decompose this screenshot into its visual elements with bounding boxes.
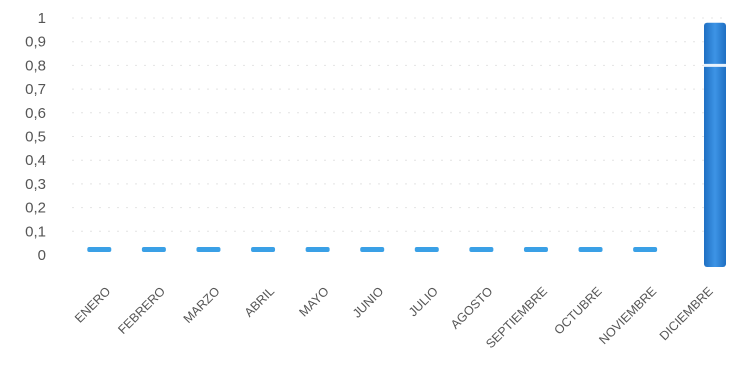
x-category-label: ENERO (72, 284, 114, 326)
x-category-label: MAYO (296, 284, 331, 319)
y-tick-label: 0,6 (25, 105, 46, 122)
bar (523, 247, 548, 252)
bar (633, 247, 658, 252)
bar (87, 247, 112, 252)
y-tick-label: 0,3 (25, 176, 46, 193)
bar (141, 247, 166, 252)
bar (469, 247, 494, 252)
bar (251, 247, 276, 252)
x-category-label: MARZO (181, 284, 223, 326)
y-tick-label: 0,9 (25, 34, 46, 51)
y-tick-label: 0,2 (25, 200, 46, 217)
y-tick-label: 0,5 (25, 129, 46, 146)
x-category-label: DICIEMBRE (657, 284, 716, 343)
x-category-label: ABRIL (242, 284, 277, 319)
bars (87, 22, 726, 267)
y-tick-label: 0,7 (25, 81, 46, 98)
x-axis-labels: ENERO FEBRERO MARZO ABRIL MAYO JUNIO JULIO AGOS… (72, 284, 716, 351)
y-tick-label: 0 (38, 247, 46, 264)
x-category-label: JULIO (406, 284, 441, 319)
y-tick-label: 0,1 (25, 223, 46, 240)
x-category-label: FEBRERO (115, 284, 168, 337)
x-category-label: NOVIEMBRE (596, 284, 659, 347)
y-tick-label: 0,8 (25, 57, 46, 74)
gridlines (72, 17, 727, 232)
x-category-label: OCTUBRE (552, 284, 605, 337)
bar (414, 247, 439, 252)
bar (578, 247, 603, 252)
bar (305, 247, 330, 252)
bar (196, 247, 221, 252)
x-category-label: AGOSTO (448, 284, 496, 332)
y-axis-ticks: 0 0,1 0,2 0,3 0,4 0,5 0,6 0,7 0,8 0,9 1 (25, 10, 46, 264)
x-category-label: JUNIO (350, 284, 387, 321)
bar (704, 22, 726, 267)
bar (360, 247, 385, 252)
y-tick-label: 1 (38, 10, 46, 27)
y-tick-label: 0,4 (25, 152, 46, 169)
